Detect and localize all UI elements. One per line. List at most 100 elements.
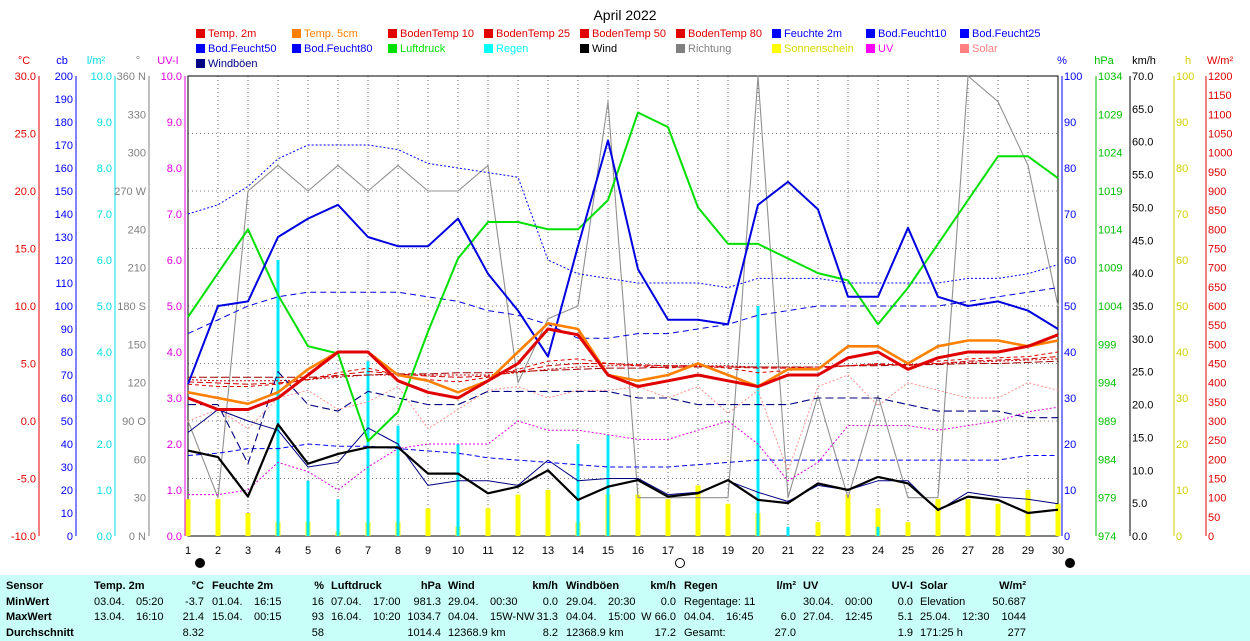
axis-label-temp: °C <box>18 55 30 67</box>
legend-label: Richtung <box>688 43 731 55</box>
legend-label: Temp. 2m <box>208 28 256 40</box>
rain-bar <box>306 480 310 536</box>
sunshine-bar <box>515 494 521 536</box>
stats-value: 981.3 <box>413 596 441 608</box>
stats-date: 29.04. <box>566 596 597 608</box>
stats-value: 50.687 <box>992 596 1026 608</box>
x-tick-label: 26 <box>932 545 944 557</box>
legend-swatch <box>676 29 685 38</box>
stats-date: 13.04. <box>94 611 125 623</box>
legend-label: BodenTemp 25 <box>496 28 570 40</box>
stats-unit: km/h <box>650 580 676 592</box>
stats-unit: °C <box>191 580 204 592</box>
stats-value: 8.32 <box>182 627 204 639</box>
tick-label-wind: 70.0 <box>1132 71 1153 83</box>
stats-row-labels: Sensor MinWert MaxWert Durchschnitt <box>6 575 86 641</box>
stats-value: 93 <box>311 611 324 623</box>
tick-label-solar: 650 <box>1208 282 1226 294</box>
tick-label-solar: 850 <box>1208 205 1226 217</box>
tick-label-solar: 300 <box>1208 416 1226 428</box>
tick-label-cb: 80 <box>61 347 73 359</box>
tick-label-sun: 10 <box>1176 485 1188 497</box>
stats-time: 16:45 <box>726 611 754 623</box>
tick-label-dir: 270 W <box>114 186 146 198</box>
rain-bar <box>576 444 580 536</box>
sunshine-bar <box>935 499 941 536</box>
x-tick-label: 20 <box>752 545 764 557</box>
legend-label: Bod.Feucht10 <box>878 28 947 40</box>
series-line-bod-feucht25 <box>187 443 1058 468</box>
stats-time: 16:10 <box>136 611 164 623</box>
tick-label-solar: 450 <box>1208 359 1226 371</box>
stats-value: 0.0 <box>897 596 913 608</box>
tick-label-uv: 10.0 <box>161 71 182 83</box>
tick-label-cb: 120 <box>55 255 73 267</box>
tick-label-press: 1029 <box>1098 109 1122 121</box>
stats-value: W 66.0 <box>641 611 676 623</box>
tick-label-solar: 350 <box>1208 397 1226 409</box>
series-line-bod-feucht50 <box>187 287 1059 339</box>
stats-value: 0.0 <box>542 596 558 608</box>
tick-label-solar: 150 <box>1208 474 1226 486</box>
series-line-bodentemp-10 <box>187 351 1059 387</box>
tick-label-sun: 40 <box>1176 347 1188 359</box>
sunshine-bar <box>245 513 251 536</box>
tick-label-rain: 8.0 <box>97 163 112 175</box>
tick-label-sun: 70 <box>1176 209 1188 221</box>
axis-label-rain: l/m² <box>87 55 106 67</box>
tick-label-dir: 330 <box>128 109 146 121</box>
stats-value: 21.4 <box>182 611 204 623</box>
series-line-richtung <box>187 75 1059 499</box>
legend-label: BodenTemp 50 <box>592 28 666 40</box>
tick-label-solar: 100 <box>1208 493 1226 505</box>
tick-label-cb: 30 <box>61 462 73 474</box>
tick-label-solar: 1150 <box>1208 90 1232 102</box>
stats-header: Feuchte 2m <box>212 580 274 592</box>
tick-label-uv: 0.0 <box>167 531 182 543</box>
legend-swatch <box>772 44 781 53</box>
sunshine-bar <box>635 494 641 536</box>
stats-value: 1034.7 <box>407 611 441 623</box>
legend-swatch <box>388 44 397 53</box>
stats-value: 17.2 <box>654 627 676 639</box>
tick-label-solar: 750 <box>1208 244 1226 256</box>
tick-label-dir: 0 N <box>129 531 146 543</box>
stats-block: Windböen km/h 29.04. 20:30 0.0 04.04. 15:00 W 6… <box>566 575 676 641</box>
stats-date: 04.04. <box>448 611 479 623</box>
tick-label-hum: 90 <box>1064 117 1076 129</box>
stats-date: 12368.9 km <box>566 627 624 639</box>
tick-label-hum: 0 <box>1064 531 1070 543</box>
tick-label-wind: 65.0 <box>1132 104 1153 116</box>
tick-label-solar: 250 <box>1208 435 1226 447</box>
chart-svg: April 2022 Temp. 2m Temp. 5cm BodenTemp 10 B… <box>11 7 1233 568</box>
tick-label-hum: 30 <box>1064 393 1076 405</box>
stats-date: Elevation <box>920 596 966 608</box>
tick-label-press: 1004 <box>1098 301 1122 313</box>
tick-label-sun: 0 <box>1176 531 1182 543</box>
axis-label-uv: UV-I <box>157 55 178 67</box>
tick-label-cb: 130 <box>55 232 73 244</box>
tick-label-press: 994 <box>1098 378 1116 390</box>
x-tick-label: 18 <box>692 545 704 557</box>
stats-header: UV <box>803 580 819 592</box>
x-tick-label: 24 <box>872 545 884 557</box>
legend-swatch <box>960 29 969 38</box>
stats-date: Regentage: 11 <box>684 596 756 608</box>
stats-unit: UV-I <box>891 580 913 592</box>
stats-date: 25.04. <box>920 611 951 623</box>
stats-date: 15.04. <box>212 611 243 623</box>
stats-value: 1014.4 <box>407 627 441 639</box>
row-label-avg: Durchschnitt <box>6 627 74 639</box>
x-tick-label: 22 <box>812 545 824 557</box>
x-tick-label: 13 <box>542 545 554 557</box>
tick-label-cb: 70 <box>61 370 73 382</box>
stats-time: 17:00 <box>373 596 401 608</box>
tick-label-cb: 10 <box>61 508 73 520</box>
stats-block: Feuchte 2m% 01.04. 16:15 16 15.04. 00:15 93 58 <box>212 575 324 641</box>
tick-label-cb: 100 <box>55 301 73 313</box>
tick-label-cb: 90 <box>61 324 73 336</box>
tick-label-wind: 0.0 <box>1132 531 1147 543</box>
series-line-wind <box>187 423 1059 515</box>
tick-label-sun: 50 <box>1176 301 1188 313</box>
axis-label-hum: % <box>1057 55 1067 67</box>
